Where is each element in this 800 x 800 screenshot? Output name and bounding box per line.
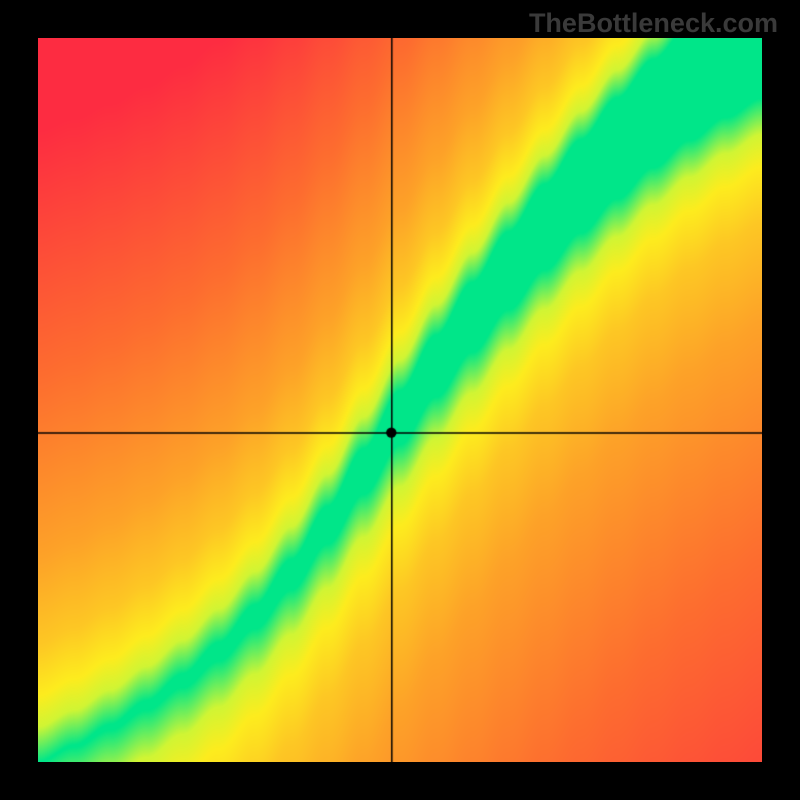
bottleneck-heatmap — [38, 38, 762, 762]
watermark-text: TheBottleneck.com — [529, 8, 778, 39]
chart-container: TheBottleneck.com — [0, 0, 800, 800]
